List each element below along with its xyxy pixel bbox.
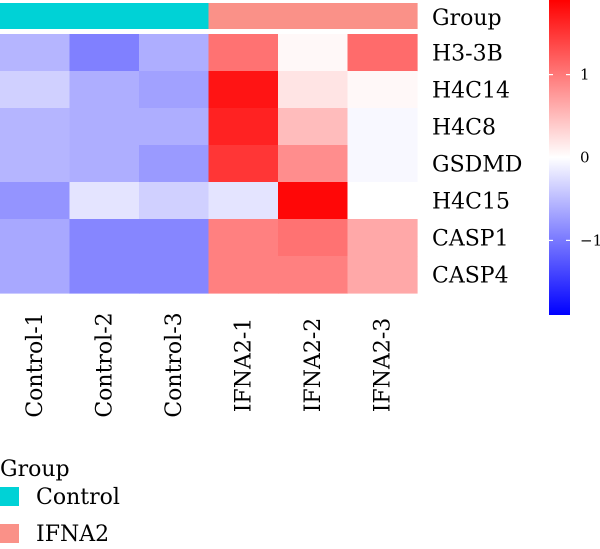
annotation-cell <box>69 3 140 29</box>
column-labels: Control-1 Control-2 Control-3 IFNA2-1 IFNA2-… <box>23 312 396 417</box>
row-label: GSDMD <box>432 153 522 178</box>
row-label: H4C14 <box>432 79 510 104</box>
heatmap-cell <box>0 256 71 294</box>
heatmap-cell <box>278 219 349 257</box>
heatmap-cell <box>347 108 418 146</box>
heatmap-cell <box>139 256 210 294</box>
heatmap-cell <box>347 34 418 72</box>
column-label: Control-3 <box>162 312 187 417</box>
row-labels: H3-3B H4C14 H4C8 GSDMD H4C15 CASP1 CASP4 <box>432 42 522 289</box>
heatmap-cell <box>278 256 349 294</box>
heatmap-cell <box>208 182 279 220</box>
column-label: Control-2 <box>92 312 117 417</box>
color-scale-tick-label: 0 <box>580 149 590 167</box>
row-label: H3-3B <box>432 42 503 67</box>
heatmap-cell <box>208 219 279 257</box>
legend-swatch <box>0 487 19 506</box>
heatmap-cell <box>69 182 140 220</box>
legend-label: Control <box>36 485 120 510</box>
heatmap-cell <box>347 256 418 294</box>
heatmap-cell <box>278 34 349 72</box>
heatmap-cell <box>69 108 140 146</box>
heatmap-cell <box>278 71 349 109</box>
heatmap-cell <box>69 219 140 257</box>
column-label: IFNA2-2 <box>301 318 326 413</box>
heatmap-cell <box>0 219 71 257</box>
row-label: H4C15 <box>432 190 510 215</box>
color-scale-ticks: 1 0 −1 <box>549 66 600 249</box>
annotation-cell <box>278 3 349 29</box>
heatmap-cell <box>69 145 140 183</box>
heatmap-cell <box>208 34 279 72</box>
heatmap-cell <box>139 34 210 72</box>
heatmap-cell <box>69 34 140 72</box>
heatmap-cell <box>69 71 140 109</box>
legend-label: IFNA2 <box>36 522 109 547</box>
heatmap-cell <box>0 108 71 146</box>
legend-title: Group <box>0 457 70 482</box>
annotation-cell <box>0 3 71 29</box>
heatmap-cells <box>0 34 418 294</box>
heatmap-cell <box>139 71 210 109</box>
legend-items: Control IFNA2 <box>0 485 120 547</box>
heatmap-cell <box>347 219 418 257</box>
color-scale-tick-label: 1 <box>580 66 590 84</box>
heatmap-cell <box>347 145 418 183</box>
heatmap-cell <box>208 71 279 109</box>
annotation-cell <box>347 3 418 29</box>
heatmap-cell <box>139 108 210 146</box>
heatmap-cell <box>278 108 349 146</box>
row-label: H4C8 <box>432 116 496 141</box>
heatmap-cell <box>278 182 349 220</box>
heatmap-cell <box>278 145 349 183</box>
heatmap-cell <box>139 219 210 257</box>
heatmap-cell <box>0 34 71 72</box>
group-annotation-bar <box>0 3 418 29</box>
heatmap-cell <box>0 182 71 220</box>
heatmap-cell <box>0 145 71 183</box>
color-scale-bar <box>549 0 570 315</box>
heatmap-cell <box>208 145 279 183</box>
heatmap-cell <box>139 145 210 183</box>
heatmap-cell <box>347 182 418 220</box>
annotation-cell <box>208 3 279 29</box>
heatmap-cell <box>0 71 71 109</box>
heatmap-cell <box>347 71 418 109</box>
heatmap-cell <box>69 256 140 294</box>
row-label: CASP4 <box>432 264 509 289</box>
column-label: IFNA2-1 <box>231 318 256 413</box>
column-label: IFNA2-3 <box>370 318 395 413</box>
column-label: Control-1 <box>23 312 48 417</box>
heatmap-cell <box>208 256 279 294</box>
heatmap-cell <box>139 182 210 220</box>
annotation-cell <box>139 3 210 29</box>
heatmap-cell <box>208 108 279 146</box>
annotation-title: Group <box>432 6 502 31</box>
legend-swatch <box>0 524 19 543</box>
row-label: CASP1 <box>432 227 509 252</box>
color-scale-tick-label: −1 <box>580 231 600 249</box>
